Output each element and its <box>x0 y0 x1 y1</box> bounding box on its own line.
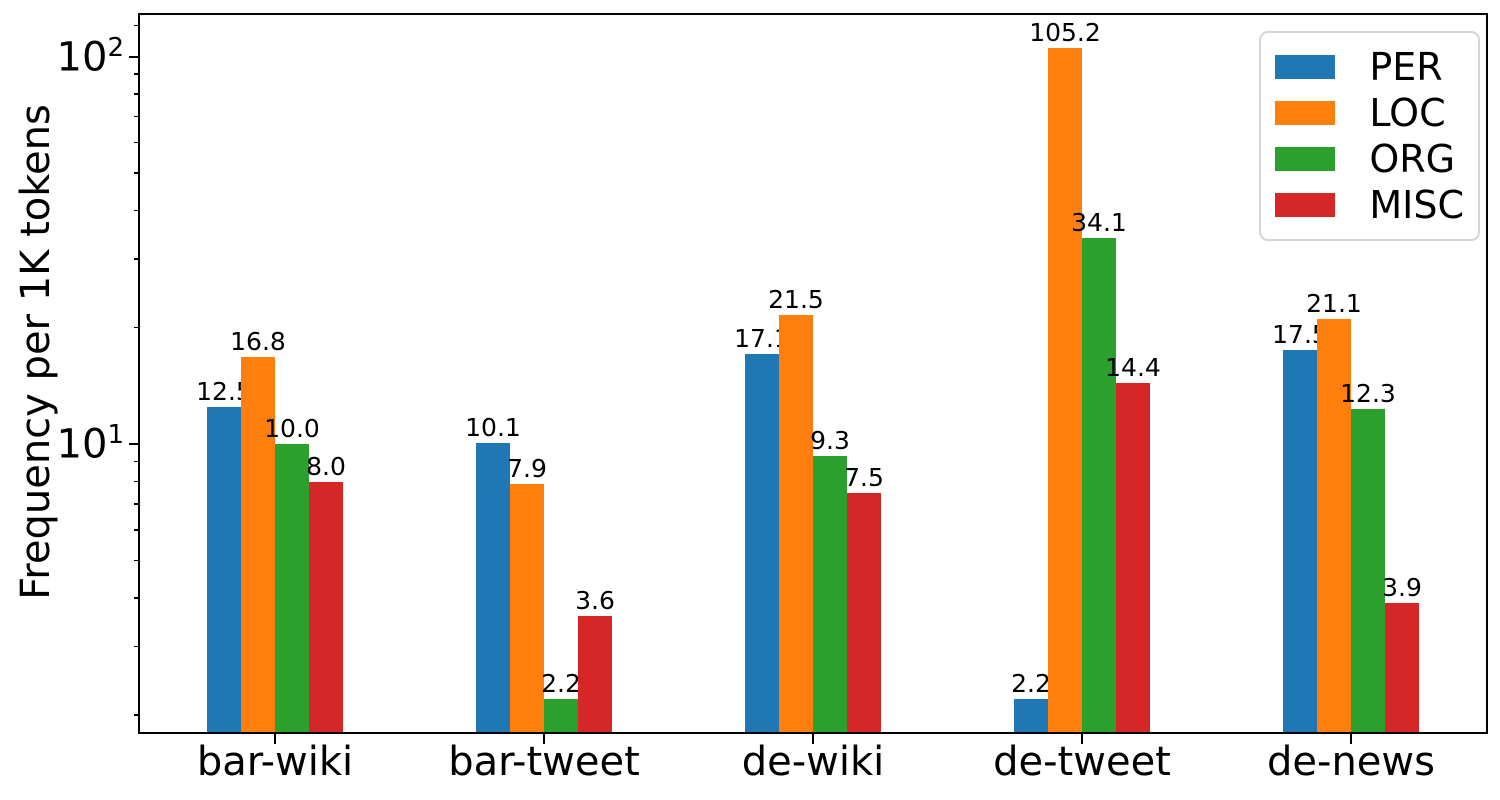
value-label-MISC-de-tweet: 14.4 <box>1105 352 1161 382</box>
value-label-ORG-de-wiki: 9.3 <box>810 426 850 456</box>
y-minor-tick-mark <box>134 480 140 483</box>
x-tick-mark <box>1350 734 1352 744</box>
bar-LOC-bar-tweet <box>510 483 544 732</box>
x-tick-mark <box>543 734 545 744</box>
bar-MISC-de-tweet <box>1116 382 1150 732</box>
value-label-PER-de-wiki: 17.1 <box>734 323 790 353</box>
value-label-MISC-de-wiki: 7.5 <box>844 462 884 492</box>
value-label-ORG-de-news: 12.3 <box>1340 379 1396 409</box>
bar-MISC-de-wiki <box>847 492 881 732</box>
legend-item-PER: PER <box>1275 44 1464 90</box>
bar-PER-de-news <box>1283 350 1317 732</box>
x-tick-mark <box>812 734 814 744</box>
x-tick-label-de-wiki: de-wiki <box>741 739 885 785</box>
legend-label-ORG: ORG <box>1369 137 1456 181</box>
value-label-LOC-bar-tweet: 7.9 <box>507 453 547 483</box>
value-label-LOC-de-wiki: 21.5 <box>768 285 824 315</box>
value-label-PER-bar-tweet: 10.1 <box>465 412 521 442</box>
y-minor-tick-mark <box>134 597 140 599</box>
y-minor-tick-mark <box>134 172 140 174</box>
value-label-ORG-bar-tweet: 2.2 <box>541 669 581 699</box>
plot-area: PER LOC ORG MISC 12.5 16.8 10.0 8.0 10.1 7.9 2.2 3… <box>138 13 1488 734</box>
bar-ORG-de-tweet <box>1082 237 1116 732</box>
legend-swatch-MISC <box>1275 193 1336 217</box>
x-tick-label-bar-tweet: bar-tweet <box>448 739 640 785</box>
y-minor-tick-mark <box>134 115 140 118</box>
value-label-MISC-de-news: 3.9 <box>1382 572 1422 602</box>
bar-ORG-de-news <box>1351 409 1385 732</box>
y-tick-base: 10 <box>56 33 108 80</box>
legend-label-MISC: MISC <box>1369 183 1464 227</box>
bar-MISC-bar-tweet <box>578 616 612 732</box>
bar-PER-bar-tweet <box>476 442 510 732</box>
y-minor-tick-mark <box>134 645 140 648</box>
value-label-ORG-de-tweet: 34.1 <box>1071 207 1127 237</box>
y-minor-tick-mark <box>134 714 140 716</box>
legend-swatch-ORG <box>1275 147 1336 171</box>
y-tick-label: 101 <box>0 422 124 464</box>
legend-label-PER: PER <box>1369 45 1443 89</box>
value-label-PER-de-news: 17.5 <box>1272 320 1328 349</box>
value-label-LOC-bar-wiki: 16.8 <box>230 326 286 356</box>
y-tick-label: 102 <box>0 35 124 77</box>
bar-PER-de-tweet <box>1014 699 1048 732</box>
bar-ORG-de-wiki <box>813 456 847 732</box>
legend-label-LOC: LOC <box>1369 91 1446 135</box>
y-tick-base: 10 <box>56 421 108 468</box>
legend: PER LOC ORG MISC <box>1259 31 1480 241</box>
legend-swatch-LOC <box>1275 101 1336 125</box>
legend-item-ORG: ORG <box>1275 136 1464 182</box>
x-tick-label-de-news: de-news <box>1267 739 1435 785</box>
bar-MISC-bar-wiki <box>309 481 343 732</box>
bar-ORG-bar-wiki <box>275 444 309 732</box>
y-minor-tick-mark <box>134 529 140 531</box>
y-major-tick-mark <box>129 55 140 58</box>
value-label-LOC-de-news: 21.1 <box>1306 288 1362 318</box>
value-label-MISC-bar-wiki: 8.0 <box>306 451 346 481</box>
value-label-PER-bar-wiki: 12.5 <box>196 376 252 406</box>
bar-LOC-de-tweet <box>1048 48 1082 732</box>
x-tick-mark <box>1081 734 1083 744</box>
value-label-ORG-bar-wiki: 10.0 <box>264 414 320 444</box>
legend-item-MISC: MISC <box>1275 182 1464 228</box>
legend-swatch-PER <box>1275 55 1336 79</box>
bar-PER-bar-wiki <box>207 406 241 732</box>
y-minor-tick-mark <box>134 460 140 463</box>
bar-ORG-bar-tweet <box>544 699 578 732</box>
y-tick-exponent: 1 <box>107 420 124 451</box>
legend-item-LOC: LOC <box>1275 90 1464 136</box>
y-minor-tick-mark <box>134 141 140 144</box>
value-label-PER-de-tweet: 2.2 <box>1011 669 1051 699</box>
y-minor-tick-mark <box>134 503 140 505</box>
value-label-MISC-bar-tweet: 3.6 <box>575 586 615 616</box>
x-tick-mark <box>274 734 276 744</box>
y-axis-label: Frequency per 1K tokens <box>13 104 59 600</box>
value-label-LOC-de-tweet: 105.2 <box>1029 18 1101 48</box>
bar-LOC-de-wiki <box>779 315 813 732</box>
x-tick-label-bar-wiki: bar-wiki <box>196 739 354 785</box>
y-minor-tick-mark <box>134 326 140 329</box>
bar-LOC-de-news <box>1317 318 1351 732</box>
y-minor-tick-mark <box>134 209 140 212</box>
y-major-tick-mark <box>129 443 140 446</box>
bar-LOC-bar-wiki <box>241 356 275 732</box>
y-minor-tick-mark <box>134 24 140 27</box>
y-tick-exponent: 2 <box>107 32 124 63</box>
y-minor-tick-mark <box>134 258 140 260</box>
y-minor-tick-mark <box>134 93 140 95</box>
x-tick-label-de-tweet: de-tweet <box>993 739 1171 785</box>
y-minor-tick-mark <box>134 559 140 562</box>
bar-MISC-de-news <box>1385 602 1419 732</box>
y-minor-tick-mark <box>134 73 140 75</box>
bar-PER-de-wiki <box>745 353 779 732</box>
